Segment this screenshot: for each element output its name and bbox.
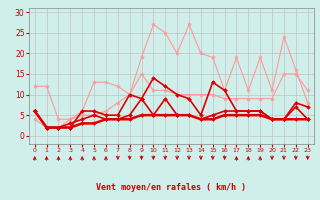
Text: Vent moyen/en rafales ( km/h ): Vent moyen/en rafales ( km/h ) (96, 183, 246, 192)
